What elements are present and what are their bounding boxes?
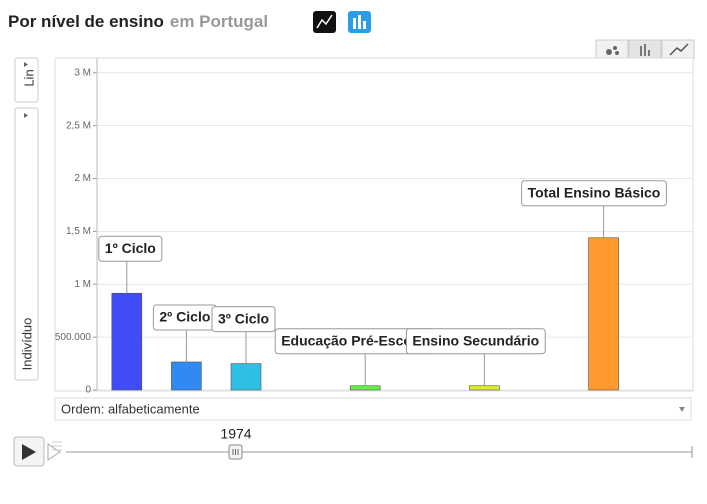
y-tick-label: 500.000 [55,332,92,343]
order-dropdown-label: Ordem: alfabeticamente [61,401,200,416]
callout-label: 3º Ciclo [218,310,269,326]
bubble-tab[interactable] [595,39,629,59]
chart-title: Por nível de ensino em Portugal [8,12,268,31]
scale-button-label: Lin [21,69,36,86]
y-axis-label: Indivíduo [19,318,34,371]
callout: Ensino Secundário [405,328,546,386]
y-tick-label: 2 M [74,173,91,184]
plot: 0 500.000 1 M 1,5 M 2 M 2,5 M 3 M 1º Ciclo 2º Ci… [55,58,693,396]
title: Por nível de ensino [8,12,164,31]
callout: 3º Ciclo [211,306,276,364]
bar [588,237,619,391]
bar [469,385,500,391]
scale-button[interactable] [14,57,39,103]
callout-box [211,306,276,333]
line-chart-icon[interactable] [313,11,336,33]
bar [230,363,262,391]
order-dropdown[interactable] [54,397,692,421]
subtitle: em Portugal [170,12,268,31]
callout-label: Educação Pré-Escolar [281,332,429,348]
bar [171,361,202,391]
y-tick-label: 3 M [74,67,91,78]
bar [349,385,381,391]
y-tick-label: 2,5 M [66,120,91,131]
callout-box [98,235,163,262]
callout: 1º Ciclo [98,235,163,294]
bar [111,292,143,391]
callout: 2º Ciclo [152,304,217,362]
y-tick-label: 1 M [74,279,91,290]
callout-label: 2º Ciclo [159,309,210,325]
y-tick-label: 1,5 M [66,226,91,237]
callout-box [405,328,546,355]
speed-control[interactable] [47,441,62,461]
callout-box [521,180,667,207]
bar-chart-icon[interactable] [348,11,371,33]
callout-label: Total Ensino Básico [528,184,661,200]
view-tabs [595,39,695,59]
callout-label: Ensino Secundário [412,332,539,348]
y-axis-selector[interactable] [14,107,39,381]
callout-label: 1º Ciclo [105,240,156,256]
callout: Educação Pré-Escolar [274,328,436,386]
y-tick-label: 0 [85,385,91,396]
year-label: 1974 [220,426,251,442]
callout: Total Ensino Básico [521,180,667,238]
